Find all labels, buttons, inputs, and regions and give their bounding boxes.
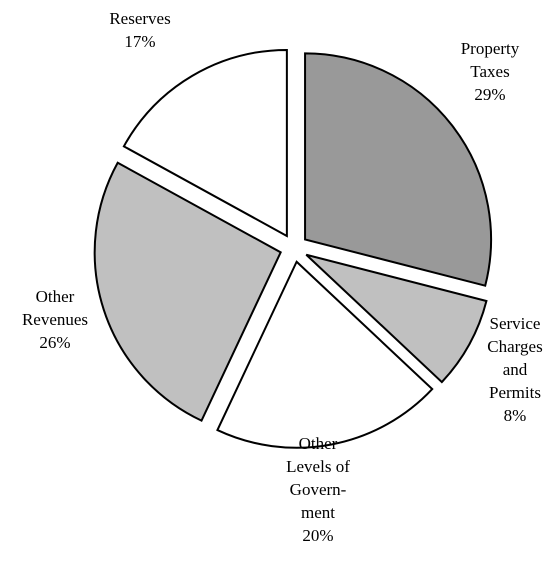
value-label: 29% [474, 85, 505, 104]
value-label: 20% [302, 526, 333, 545]
value-label: 8% [504, 406, 527, 425]
label-line: Levels of [286, 457, 350, 476]
slice-label: Other Revenues 26% [22, 287, 88, 352]
label-line: Service [490, 314, 541, 333]
pie-slice [122, 48, 288, 238]
slice-label: Service Charges and Permits 8% [487, 314, 542, 425]
slice-label: Property Taxes 29% [461, 39, 520, 104]
value-label: 26% [39, 333, 70, 352]
label-line: Property [461, 39, 520, 58]
pie-slice [304, 52, 493, 287]
label-line: ment [301, 503, 335, 522]
label-line: Permits [489, 383, 541, 402]
label-line: Taxes [470, 62, 509, 81]
label-line: Other [36, 287, 75, 306]
label-line: Charges [487, 337, 542, 356]
label-line: and [503, 360, 528, 379]
pie-slice [305, 253, 488, 384]
slice-label: Reserves 17% [109, 9, 170, 51]
value-label: 17% [124, 32, 155, 51]
pie-slice [93, 161, 282, 422]
label-line: Govern- [290, 480, 347, 499]
slice-label: Other Levels of Govern-ment 20% [286, 434, 350, 545]
label-line: Other [299, 434, 338, 453]
pie-slice [216, 260, 434, 449]
label-line: Reserves [109, 9, 170, 28]
label-line: Revenues [22, 310, 88, 329]
